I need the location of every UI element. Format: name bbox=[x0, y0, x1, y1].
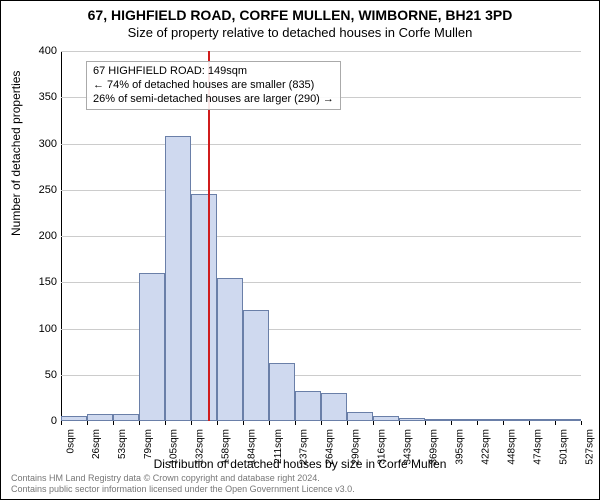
y-tick-label: 100 bbox=[27, 323, 57, 335]
y-tick-label: 300 bbox=[27, 138, 57, 150]
x-tick-label: 0sqm bbox=[65, 429, 76, 453]
histogram-bar bbox=[113, 414, 138, 421]
y-tick-label: 400 bbox=[27, 45, 57, 57]
plot-area: 0501001502002503003504000sqm26sqm53sqm79… bbox=[61, 51, 581, 421]
x-tick-label: 26sqm bbox=[91, 429, 102, 459]
chart-container: 67, HIGHFIELD ROAD, CORFE MULLEN, WIMBOR… bbox=[0, 0, 600, 500]
histogram-bar bbox=[399, 418, 424, 421]
histogram-bar bbox=[555, 419, 580, 421]
histogram-bar bbox=[217, 278, 242, 421]
x-tick bbox=[243, 421, 244, 425]
x-tick bbox=[477, 421, 478, 425]
gridline bbox=[61, 190, 581, 191]
x-axis-label: Distribution of detached houses by size … bbox=[1, 457, 599, 471]
x-tick-label: 79sqm bbox=[143, 429, 154, 459]
histogram-bar bbox=[165, 136, 190, 421]
footer-line2: Contains public sector information licen… bbox=[11, 484, 355, 495]
x-tick-label: 53sqm bbox=[117, 429, 128, 459]
gridline bbox=[61, 51, 581, 52]
x-tick bbox=[451, 421, 452, 425]
x-tick bbox=[399, 421, 400, 425]
y-tick-label: 250 bbox=[27, 184, 57, 196]
y-tick-label: 0 bbox=[27, 415, 57, 427]
histogram-bar bbox=[87, 414, 112, 421]
x-tick bbox=[217, 421, 218, 425]
x-tick bbox=[425, 421, 426, 425]
x-tick bbox=[555, 421, 556, 425]
histogram-bar bbox=[139, 273, 164, 421]
histogram-bar bbox=[451, 419, 476, 421]
x-tick bbox=[503, 421, 504, 425]
histogram-bar bbox=[347, 412, 372, 421]
x-tick bbox=[113, 421, 114, 425]
histogram-bar bbox=[61, 416, 86, 421]
annotation-line: 26% of semi-detached houses are larger (… bbox=[93, 93, 334, 107]
histogram-bar bbox=[425, 419, 450, 421]
x-tick bbox=[61, 421, 62, 425]
chart-title: 67, HIGHFIELD ROAD, CORFE MULLEN, WIMBOR… bbox=[1, 7, 599, 23]
x-tick bbox=[373, 421, 374, 425]
y-tick-label: 350 bbox=[27, 91, 57, 103]
x-tick bbox=[347, 421, 348, 425]
x-tick bbox=[269, 421, 270, 425]
chart-subtitle: Size of property relative to detached ho… bbox=[1, 25, 599, 40]
x-tick bbox=[295, 421, 296, 425]
histogram-bar bbox=[321, 393, 346, 421]
annotation-line: 67 HIGHFIELD ROAD: 149sqm bbox=[93, 65, 334, 79]
x-tick bbox=[165, 421, 166, 425]
histogram-bar bbox=[191, 194, 216, 421]
gridline bbox=[61, 236, 581, 237]
footer-attribution: Contains HM Land Registry data © Crown c… bbox=[11, 473, 355, 495]
x-tick bbox=[529, 421, 530, 425]
x-tick bbox=[139, 421, 140, 425]
annotation-box: 67 HIGHFIELD ROAD: 149sqm← 74% of detach… bbox=[86, 61, 341, 110]
gridline bbox=[61, 144, 581, 145]
x-tick bbox=[581, 421, 582, 425]
histogram-bar bbox=[529, 419, 554, 421]
histogram-bar bbox=[503, 419, 528, 421]
y-tick-label: 200 bbox=[27, 230, 57, 242]
y-tick-label: 150 bbox=[27, 276, 57, 288]
histogram-bar bbox=[269, 363, 294, 421]
annotation-line: ← 74% of detached houses are smaller (83… bbox=[93, 79, 334, 93]
histogram-bar bbox=[295, 391, 320, 421]
y-tick-label: 50 bbox=[27, 369, 57, 381]
footer-line1: Contains HM Land Registry data © Crown c… bbox=[11, 473, 355, 484]
x-tick bbox=[321, 421, 322, 425]
x-tick bbox=[191, 421, 192, 425]
y-axis-label: Number of detached properties bbox=[9, 71, 23, 236]
histogram-bar bbox=[373, 416, 398, 421]
x-tick bbox=[87, 421, 88, 425]
histogram-bar bbox=[243, 310, 268, 421]
histogram-bar bbox=[477, 419, 502, 421]
